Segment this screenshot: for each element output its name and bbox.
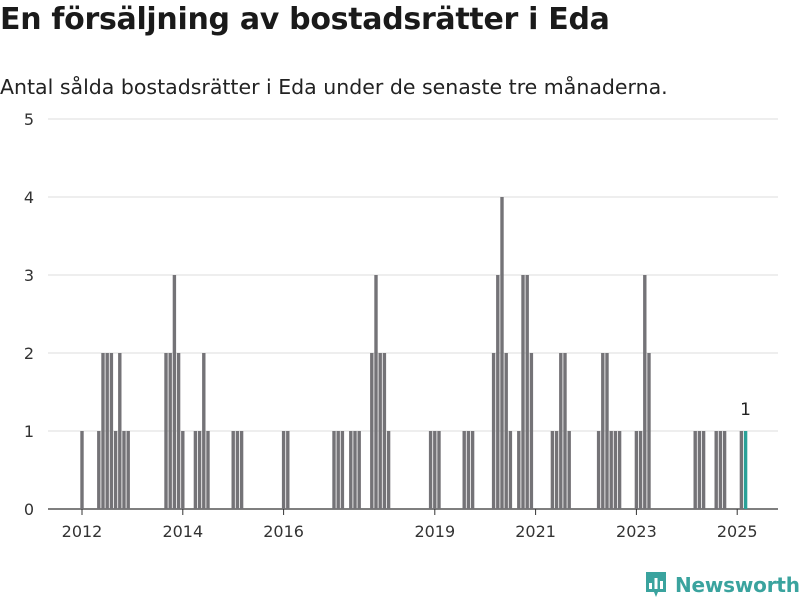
bar <box>193 431 198 509</box>
newsworthy-logo-icon <box>644 570 668 600</box>
x-tick-label: 2023 <box>616 522 657 541</box>
bar <box>601 353 605 509</box>
bar <box>559 353 563 509</box>
bar <box>370 353 374 509</box>
chart-subtitle: Antal sålda bostadsrätter i Eda under de… <box>0 75 668 99</box>
bar <box>349 431 353 509</box>
y-tick-label: 2 <box>24 344 34 363</box>
bar <box>118 353 122 509</box>
y-tick-label: 0 <box>24 500 34 519</box>
bar <box>617 431 622 509</box>
y-tick-label: 4 <box>24 188 34 207</box>
bar <box>286 431 290 509</box>
bar <box>101 353 105 509</box>
bar-highlighted <box>743 431 748 509</box>
bar <box>386 431 391 509</box>
bar <box>105 353 109 509</box>
y-tick-label: 3 <box>24 266 34 285</box>
bar <box>525 275 529 509</box>
bar-chart: 0 1 2 3 4 5 2012 2014 2016 2019 2021 2023 2025 1 <box>24 110 778 541</box>
y-tick-label: 1 <box>24 422 34 441</box>
bar <box>378 353 382 509</box>
bar <box>643 275 647 509</box>
bar <box>714 431 718 509</box>
bar <box>500 197 504 509</box>
grid-lines <box>48 118 778 510</box>
x-axis: 2012 2014 2016 2019 2021 2023 2025 <box>62 509 758 541</box>
bar <box>470 431 475 509</box>
bar <box>529 353 534 509</box>
chart-title: En försäljning av bostadsrätter i Eda <box>0 2 610 37</box>
bar <box>521 275 525 509</box>
bar <box>634 431 639 509</box>
bar <box>239 431 244 509</box>
bar <box>466 431 471 509</box>
bar <box>433 431 437 509</box>
bar <box>197 431 202 509</box>
bar <box>113 431 118 509</box>
bar <box>235 431 240 509</box>
bar <box>231 431 235 509</box>
y-axis: 0 1 2 3 4 5 <box>24 110 34 519</box>
bar <box>374 275 378 509</box>
bar <box>504 353 508 509</box>
bar <box>202 353 206 509</box>
bar <box>554 431 559 509</box>
bar <box>122 431 126 509</box>
bar <box>164 353 168 509</box>
x-tick-label: 2021 <box>515 522 556 541</box>
bar <box>336 431 340 509</box>
bar <box>340 431 345 509</box>
x-tick-label: 2019 <box>414 522 455 541</box>
y-tick-label: 5 <box>24 110 34 129</box>
bar <box>567 431 571 509</box>
bar <box>496 275 500 509</box>
bar <box>701 431 706 509</box>
bar <box>109 353 114 509</box>
bar <box>437 431 441 509</box>
bar <box>718 431 723 509</box>
annotations: 1 <box>740 400 751 420</box>
bar <box>647 353 651 509</box>
bar <box>739 431 744 509</box>
x-tick-label: 2012 <box>62 522 103 541</box>
bar <box>609 431 613 509</box>
bar <box>428 431 433 509</box>
brand-logo: Newsworthy <box>644 569 800 601</box>
bar <box>126 431 130 509</box>
bar <box>172 275 177 509</box>
bar <box>357 431 361 509</box>
x-tick-label: 2025 <box>717 522 758 541</box>
bar-series <box>80 197 748 509</box>
bar <box>97 431 101 509</box>
bar <box>605 353 609 509</box>
bar <box>563 353 567 509</box>
bar <box>722 431 727 509</box>
bar <box>491 353 496 509</box>
bar <box>613 431 618 509</box>
bar <box>693 431 697 509</box>
bar <box>638 431 643 509</box>
bar <box>332 431 336 509</box>
bar <box>462 431 466 509</box>
bar <box>697 431 702 509</box>
bar <box>550 431 555 509</box>
bar <box>596 431 601 509</box>
bar <box>382 353 387 509</box>
bar <box>80 431 84 509</box>
bar <box>517 431 521 509</box>
bar <box>508 431 513 509</box>
bar <box>181 431 185 509</box>
bar <box>206 431 210 509</box>
brand-name: Newsworthy <box>675 573 800 597</box>
x-tick-label: 2016 <box>263 522 304 541</box>
bar <box>176 353 181 509</box>
bar <box>353 431 357 509</box>
bar-annotation: 1 <box>740 400 751 420</box>
x-tick-label: 2014 <box>162 522 203 541</box>
bar <box>168 353 172 509</box>
bar <box>281 431 286 509</box>
